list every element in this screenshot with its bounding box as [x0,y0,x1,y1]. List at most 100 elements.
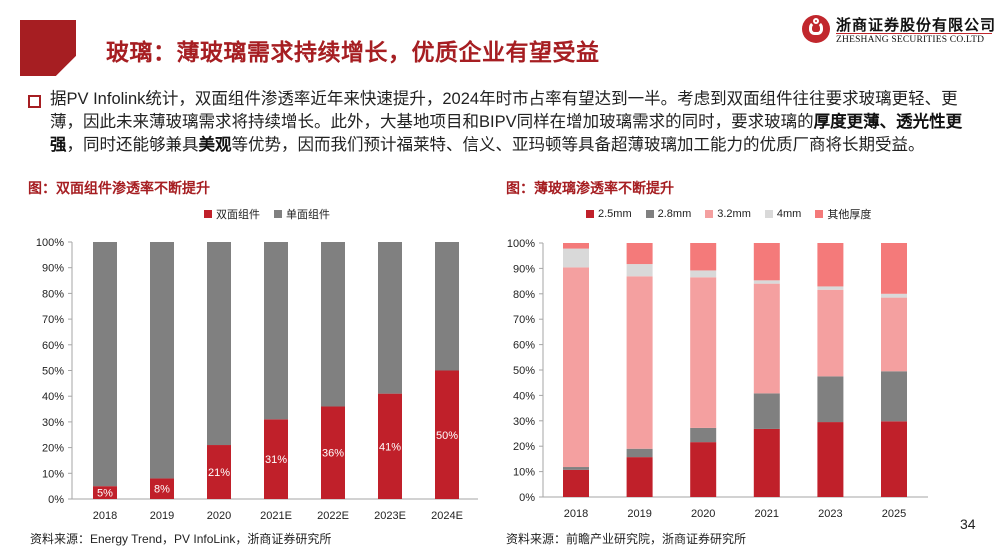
left-bar-segment [207,242,231,446]
body-emphasis: 厚度更薄、透光性更强 [50,113,963,154]
legend-swatch [705,210,714,218]
right-bar-segment [817,376,844,423]
left-bar-segment [93,486,117,499]
left-bar-segment [321,242,345,407]
left-x-tick-label: 2022E [317,510,349,522]
right-y-tick-label: 40% [513,390,535,402]
right-bar-segment [690,243,717,271]
right-bar-segment [753,393,780,429]
logo-divider [836,33,992,34]
legend-label: 双面组件 [216,209,260,221]
right-x-tick-label: 2019 [627,508,651,520]
legend-item: 2.8mm [645,206,692,222]
left-y-tick-label: 0% [48,494,64,506]
legend-swatch [586,210,594,218]
company-logo: 浙商证券股份有限公司 ZHESHANG SECURITIES CO.LTD [800,12,995,48]
right-x-tick-label: 2018 [564,508,588,520]
left-bar-data-label: 50% [436,430,458,442]
right-bar-segment [626,243,653,265]
left-x-tick-label: 2023E [374,510,406,522]
legend-label: 4mm [776,208,802,220]
right-bar-segment [563,467,589,470]
legend-swatch [645,210,654,218]
right-bar-segment [817,243,844,287]
left-bar-segment [207,445,231,499]
logo-chinese-name: 浙商证券股份有限公司 [836,17,997,34]
right-bar-segment [881,293,907,298]
left-y-tick-label: 40% [42,391,64,403]
logo-emblem-icon [802,15,830,43]
legend-label: 3.2mm [717,208,751,220]
page-title: 玻璃：薄玻璃需求持续增长，优质企业有望受益 [106,39,600,65]
right-bar-segment [690,442,717,497]
left-x-tick-label: 2018 [93,510,117,522]
right-y-tick-label: 70% [513,314,535,326]
right-bar-segment [626,457,653,497]
left-bar-segment [150,478,174,499]
legend-swatch [274,210,282,218]
left-y-tick-label: 90% [42,263,64,275]
right-y-tick-label: 30% [513,416,535,428]
right-bar-segment [690,270,717,278]
right-bar-segment [753,428,780,497]
left-bar-segment [435,370,459,499]
right-y-tick-label: 20% [513,441,535,453]
right-bar-segment [817,286,844,290]
right-bar-segment [563,267,589,468]
page-number: 34 [960,516,976,532]
right-chart-title: 图：薄玻璃渗透率不断提升 [506,180,674,196]
right-bar-segment [753,280,780,284]
left-bar-data-label: 5% [97,488,113,500]
body-text-segment: ，同时还能够兼具 [66,136,199,154]
left-chart-source: 资料来源：Energy Trend，PV InfoLink，浙商证券研究所 [30,532,332,546]
left-x-tick-label: 2021E [260,510,292,522]
legend-label: 2.8mm [657,208,692,220]
legend-item: 4mm [764,206,802,222]
legend-swatch [204,210,212,218]
legend-swatch [764,210,773,218]
left-bar-segment [264,419,288,499]
right-bar-segment [563,248,589,268]
legend-item: 单面组件 [274,206,330,222]
right-bar-segment [817,422,844,497]
right-y-tick-label: 10% [513,467,535,479]
left-y-tick-label: 30% [42,417,64,429]
right-y-tick-label: 0% [519,492,535,504]
right-bar-segment [881,243,907,294]
legend-item: 3.2mm [705,206,751,222]
body-text-segment: 据PV Infolink统计，双面组件渗透率近年来快速提升，2024年时市占率有… [50,90,958,131]
right-x-tick-label: 2025 [882,508,906,520]
legend-label: 单面组件 [286,209,330,221]
right-y-tick-label: 100% [507,238,535,250]
right-bar-segment [626,448,653,458]
right-x-tick-label: 2020 [691,508,715,520]
right-chart-source: 资料来源：前瞻产业研究院，浙商证券研究所 [506,532,747,546]
legend-label: 2.5mm [598,208,632,220]
left-x-tick-label: 2024E [431,510,463,522]
right-bar-segment [881,371,907,422]
legend-label: 其他厚度 [827,209,872,221]
right-y-tick-label: 50% [513,365,535,377]
left-y-tick-label: 20% [42,443,64,455]
left-x-tick-label: 2020 [207,510,231,522]
left-bar-segment [378,242,402,394]
left-bar-data-label: 8% [154,484,170,496]
left-bar-segment [264,242,288,420]
body-emphasis: 美观 [198,136,232,154]
left-x-tick-label: 2019 [150,510,174,522]
right-y-tick-label: 60% [513,340,535,352]
left-bar-data-label: 21% [208,467,230,479]
left-y-tick-label: 10% [42,468,64,480]
left-bar-segment [150,242,174,479]
right-bar-segment [881,297,907,372]
right-chart-legend: 2.5mm 2.8mm 3.2mm 4mm 其他厚度 [586,206,871,222]
right-bar-segment [563,243,589,249]
left-y-tick-label: 70% [42,314,64,326]
left-y-tick-label: 100% [36,237,64,249]
right-bar-segment [881,421,907,497]
left-y-tick-label: 80% [42,288,64,300]
left-chart-legend: 双面组件 单面组件 [204,206,330,222]
body-text-segment: 等优势，因而我们预计福莱特、信义、亚玛顿等具备超薄玻璃加工能力的优质厂商将长期受… [231,136,925,154]
body-paragraph: 据PV Infolink统计，双面组件渗透率近年来快速提升，2024年时市占率有… [50,88,980,157]
